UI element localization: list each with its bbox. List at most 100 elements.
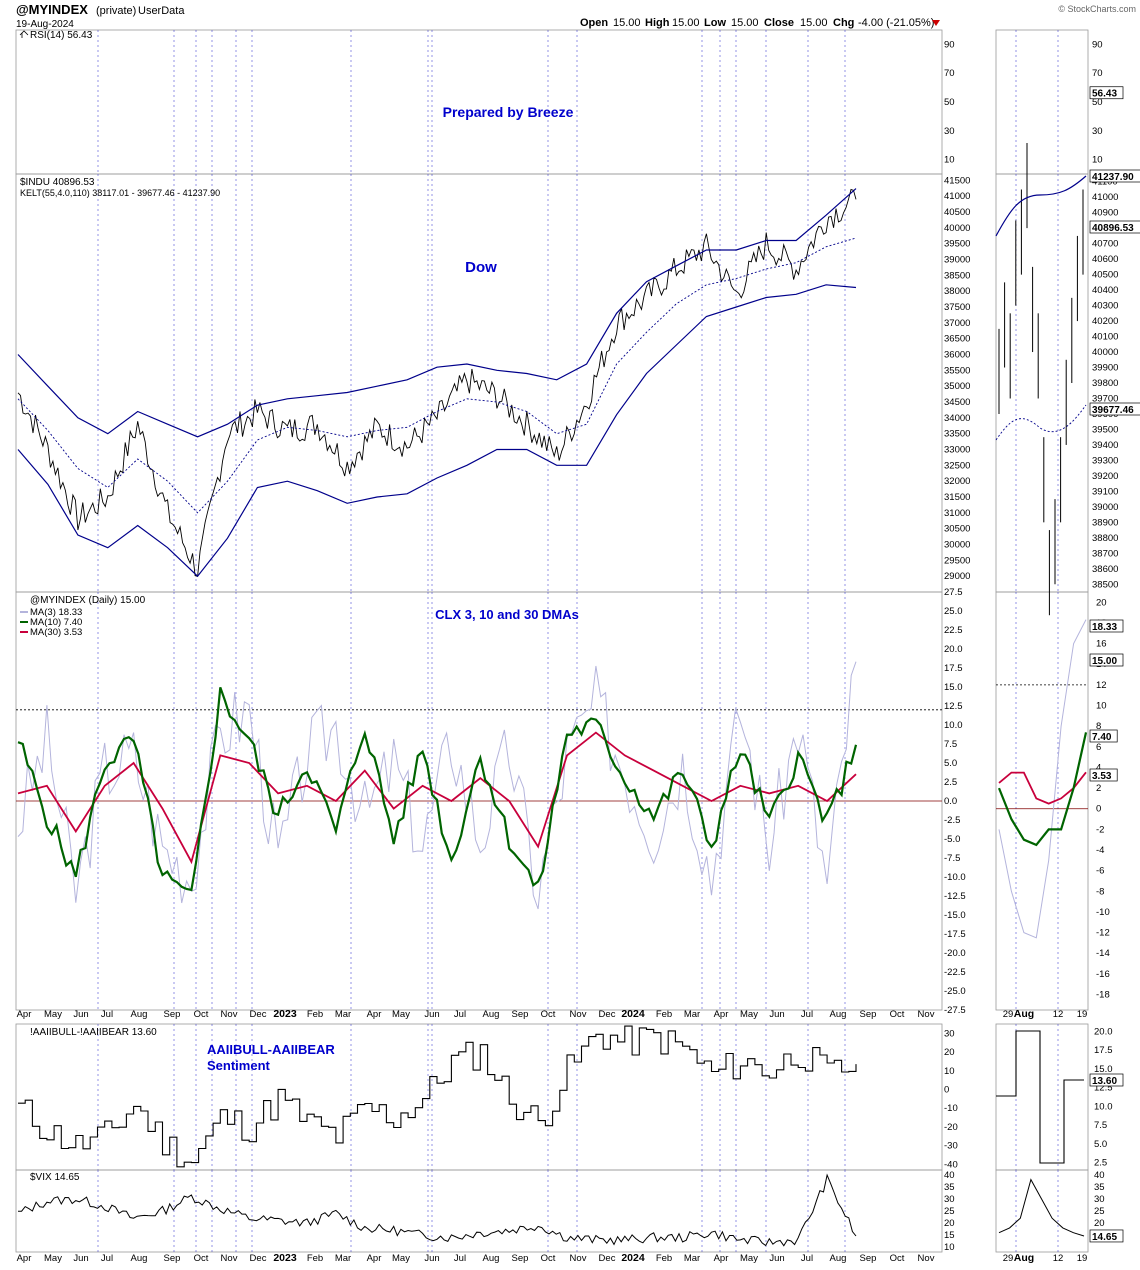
dow-y-tick: 38500	[944, 270, 970, 281]
myindex-zoom-y-tick: -2	[1096, 824, 1104, 835]
myindex-zoom-y-tick: 16	[1096, 639, 1107, 650]
dow-upper-last-label: 41237.90	[1092, 172, 1134, 183]
x-tick-label: May	[44, 1009, 62, 1020]
ohlc-readout: Open 15.00 High 15.00 Low 15.00 Close 15…	[580, 17, 940, 29]
dow-zoom-y-tick: 38600	[1092, 564, 1118, 575]
rsi-zoom-y-tick: 90	[1092, 39, 1103, 50]
dow-zoom-y-tick: 40400	[1092, 285, 1118, 296]
aaii-zoom-y-tick: 17.5	[1094, 1045, 1113, 1056]
open-value: 15.00	[613, 17, 641, 29]
dow-y-tick: 29500	[944, 555, 970, 566]
myindex-y-tick: -10.0	[944, 872, 966, 883]
myindex-y-tick: 2.5	[944, 777, 957, 788]
ma30-line	[17, 731, 857, 865]
vix-zoom-y-tick: 25	[1094, 1206, 1105, 1217]
myindex-zoom-y-tick: -18	[1096, 990, 1110, 1001]
myindex-y-tick: 25.0	[944, 606, 963, 617]
myindex-y-tick: -7.5	[944, 853, 960, 864]
x-tick-label: Dec	[599, 1253, 616, 1264]
myindex-zoom-y-tick: -6	[1096, 866, 1104, 877]
ma30-last-label: 3.53	[1092, 771, 1112, 782]
dow-zoom-y-tick: 40500	[1092, 270, 1118, 281]
dow-y-tick: 32000	[944, 476, 970, 487]
dow-y-tick: 31000	[944, 508, 970, 519]
aaii-last-label-box	[1089, 1073, 1124, 1087]
zoom-x-tick-label: 12	[1053, 1009, 1064, 1020]
dow-zoom-y-tick: 40200	[1092, 316, 1118, 327]
x-tick-label: 2023	[273, 1008, 297, 1020]
dow-middle-last-label-box	[1089, 402, 1140, 416]
aaii-last-label: 13.60	[1092, 1076, 1117, 1087]
zoom-panel-frame	[995, 591, 1089, 1011]
dow-zoom-y-tick: 38800	[1092, 533, 1118, 544]
vix-zoom-y-tick: 40	[1094, 1170, 1105, 1181]
aaii-y-tick: -40	[944, 1159, 958, 1170]
chg-label: Chg	[833, 17, 854, 29]
x-tick-label: Apr	[367, 1253, 382, 1264]
vix-last-label: 14.65	[1092, 1232, 1117, 1243]
myindex-zoom-y-tick: -8	[1096, 886, 1104, 897]
x-tick-label: Sep	[860, 1009, 877, 1020]
x-tick-label: Nov	[221, 1009, 238, 1020]
myindex-y-tick: 22.5	[944, 625, 963, 636]
aaii-y-tick: 10	[944, 1066, 955, 1077]
dow-y-tick: 41500	[944, 175, 970, 186]
x-tick-label: Feb	[656, 1253, 672, 1264]
myindex-y-tick: -20.0	[944, 948, 966, 959]
rsi-annotation: Prepared by Breeze	[443, 104, 574, 120]
x-tick-label: Jun	[424, 1009, 439, 1020]
aaii-zoom-y-tick: 15.0	[1094, 1064, 1113, 1075]
dow-zoom-y-tick: 40100	[1092, 332, 1118, 343]
rsi-last-label: 56.43	[1092, 89, 1117, 100]
myindex-zoom-y-tick: -4	[1096, 845, 1104, 856]
x-tick-label: Jul	[454, 1009, 466, 1020]
dow-y-tick: 40500	[944, 207, 970, 218]
x-tick-label: Jul	[801, 1009, 813, 1020]
rsi-zoom-y-tick: 70	[1092, 68, 1103, 79]
aaii-annotation-line2: Sentiment	[207, 1058, 271, 1073]
rsi-y-tick: 10	[944, 155, 955, 166]
rsi-y-tick: 50	[944, 97, 955, 108]
zoom-x-tick-label: 19	[1077, 1253, 1088, 1264]
dow-y-tick: 40000	[944, 223, 970, 234]
x-tick-label: Apr	[17, 1253, 32, 1264]
keltner-lower-line	[17, 284, 857, 578]
vix-zoom-y-tick: 20	[1094, 1218, 1105, 1229]
x-tick-label: Dec	[599, 1009, 616, 1020]
dow-y-tick: 33000	[944, 445, 970, 456]
main-panel-frame	[15, 1023, 943, 1171]
dow-y-tick: 41000	[944, 191, 970, 202]
rsi-y-tick: 70	[944, 68, 955, 79]
x-tick-label: Oct	[541, 1009, 556, 1020]
zoom-ma10-line	[997, 732, 1088, 847]
zoom-panel-frame	[995, 1169, 1089, 1253]
aaii-y-tick: -10	[944, 1103, 958, 1114]
x-tick-label: 2024	[621, 1008, 645, 1020]
zoom-x-tick-label: 29	[1003, 1253, 1014, 1264]
ma3-last-label-box	[1089, 619, 1124, 633]
x-tick-label: Aug	[131, 1009, 148, 1020]
x-tick-label: Nov	[918, 1253, 935, 1264]
x-tick-label: Nov	[918, 1009, 935, 1020]
main-panel-frame	[15, 1169, 943, 1253]
vix-y-tick: 35	[944, 1182, 955, 1193]
myindex-zoom-y-tick: -10	[1096, 907, 1110, 918]
triangle-down-icon	[932, 20, 940, 26]
dow-price-line	[17, 188, 857, 577]
x-tick-label: Oct	[194, 1009, 209, 1020]
myindex-y-tick: -22.5	[944, 967, 966, 978]
vix-y-tick: 15	[944, 1230, 955, 1241]
dow-price-last-label-box	[1089, 220, 1140, 234]
x-tick-label: Jun	[73, 1253, 88, 1264]
dow-y-tick: 38000	[944, 286, 970, 297]
dow-zoom-y-tick: 40300	[1092, 301, 1118, 312]
watermark: © StockCharts.com	[1058, 4, 1136, 14]
myindex-zoom-y-tick: 4	[1096, 762, 1101, 773]
dow-y-tick: 32500	[944, 460, 970, 471]
x-tick-label: Sep	[512, 1253, 529, 1264]
aaii-annotation-line1: AAIIBULL-AAIIBEAR	[207, 1042, 335, 1057]
dow-y-tick: 35000	[944, 381, 970, 392]
vix-title: $VIX 14.65	[30, 1172, 80, 1183]
myindex-zoom-y-tick: 6	[1096, 742, 1101, 753]
keltner-upper-line	[17, 188, 857, 438]
